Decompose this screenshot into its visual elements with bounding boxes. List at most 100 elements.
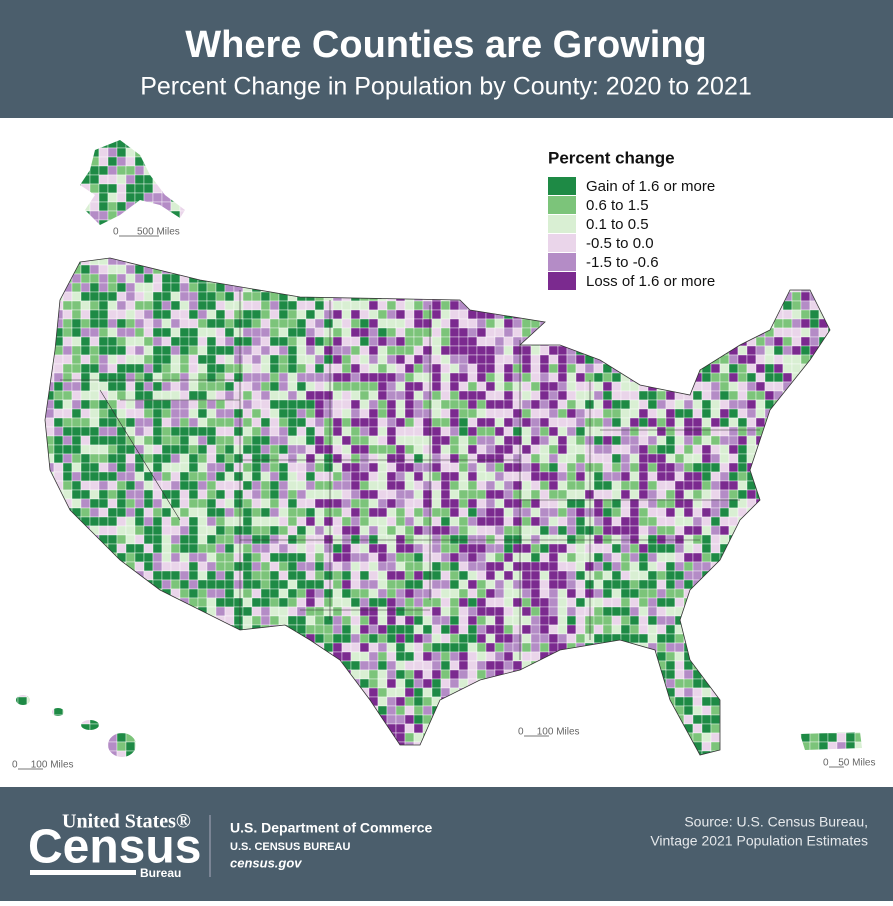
county-cell xyxy=(503,552,514,563)
county-cell xyxy=(260,336,271,347)
county-cell xyxy=(269,741,280,752)
county-cell xyxy=(180,769,189,778)
county-cell xyxy=(440,543,451,554)
county-cell xyxy=(359,390,370,401)
county-cell xyxy=(359,543,370,554)
county-cell xyxy=(413,336,424,347)
county-cell xyxy=(332,570,343,581)
county-cell xyxy=(476,561,487,572)
county-cell xyxy=(26,156,37,167)
county-cell xyxy=(404,435,415,446)
county-cell xyxy=(440,750,451,757)
county-cell xyxy=(404,399,415,410)
county-cell xyxy=(251,579,262,590)
county-cell xyxy=(71,732,82,743)
county-cell xyxy=(16,714,19,725)
county-cell xyxy=(144,769,153,778)
county-cell xyxy=(521,651,532,662)
county-cell xyxy=(503,165,514,176)
county-cell xyxy=(593,552,604,563)
county-cell xyxy=(71,417,82,428)
county-cell xyxy=(377,741,388,752)
county-cell xyxy=(593,633,604,644)
county-cell xyxy=(179,525,190,536)
county-cell xyxy=(404,552,415,563)
county-cell xyxy=(377,210,388,221)
county-cell xyxy=(584,372,595,383)
county-cell xyxy=(593,140,604,149)
county-cell xyxy=(594,769,603,778)
county-cell xyxy=(251,372,262,383)
county-cell xyxy=(395,687,406,698)
county-cell xyxy=(548,642,559,653)
county-cell xyxy=(557,588,568,599)
county-cell xyxy=(485,201,496,212)
county-cell xyxy=(116,140,127,149)
county-cell xyxy=(378,130,387,139)
county-cell xyxy=(269,633,280,644)
county-cell xyxy=(134,336,145,347)
county-cell xyxy=(35,489,46,500)
county-cell xyxy=(323,237,334,248)
county-cell xyxy=(350,417,361,428)
county-cell xyxy=(323,597,334,608)
county-cell xyxy=(359,192,370,203)
county-cell xyxy=(593,579,604,590)
county-cell xyxy=(314,534,325,545)
county-cell xyxy=(242,714,253,725)
county-cell xyxy=(107,282,118,293)
county-cell xyxy=(485,714,496,725)
county-cell xyxy=(152,390,163,401)
county-cell xyxy=(602,453,613,464)
county-cell xyxy=(485,399,496,410)
county-cell xyxy=(260,381,271,392)
county-cell xyxy=(269,345,280,356)
county-cell xyxy=(521,201,532,212)
county-cell xyxy=(62,489,73,500)
county-cell xyxy=(485,318,496,329)
county-cell xyxy=(404,291,415,302)
county-cell xyxy=(458,300,469,311)
county-cell xyxy=(17,615,28,626)
county-cell xyxy=(233,336,244,347)
county-cell xyxy=(35,498,46,509)
county-cell xyxy=(35,140,46,149)
county-cell xyxy=(359,534,370,545)
county-cell xyxy=(476,399,487,410)
county-cell xyxy=(179,291,190,302)
county-cell xyxy=(17,579,28,590)
county-cell xyxy=(296,192,307,203)
county-cell xyxy=(368,390,379,401)
county-cell xyxy=(143,273,154,284)
county-cell xyxy=(270,769,279,778)
county-cell xyxy=(521,597,532,608)
county-cell xyxy=(233,435,244,446)
county-cell xyxy=(413,219,424,230)
county-cell xyxy=(467,561,478,572)
county-cell xyxy=(323,435,334,446)
county-cell xyxy=(170,570,181,581)
county-cell xyxy=(269,498,280,509)
county-cell xyxy=(450,769,459,778)
county-cell xyxy=(54,130,63,139)
county-cell xyxy=(116,696,127,707)
county-cell xyxy=(440,723,451,734)
county-cell xyxy=(269,210,280,221)
county-cell xyxy=(404,354,415,365)
county-cell xyxy=(62,345,73,356)
county-cell xyxy=(108,760,117,769)
county-cell xyxy=(260,597,271,608)
county-cell xyxy=(332,435,343,446)
county-cell xyxy=(575,228,586,239)
county-cell xyxy=(251,732,262,743)
county-cell xyxy=(44,336,55,347)
county-cell xyxy=(476,516,487,527)
county-cell xyxy=(449,426,460,437)
county-cell xyxy=(71,651,82,662)
county-cell xyxy=(215,705,226,716)
county-cell xyxy=(521,750,532,757)
county-cell xyxy=(341,498,352,509)
county-cell xyxy=(134,309,145,320)
county-cell xyxy=(386,201,397,212)
county-cell xyxy=(152,345,163,356)
